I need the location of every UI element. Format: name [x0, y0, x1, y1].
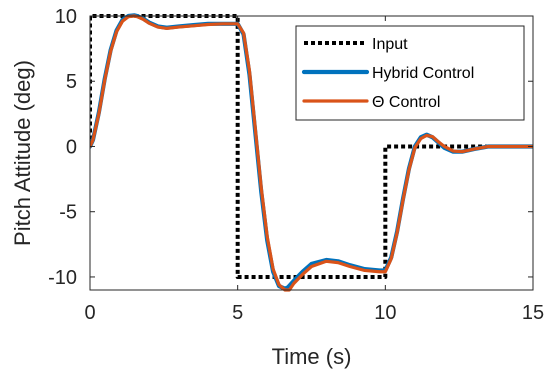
- x-tick-label: 0: [84, 302, 95, 324]
- y-axis-label: Pitch Attitude (deg): [10, 60, 35, 246]
- x-axis-label: Time (s): [272, 344, 352, 369]
- y-tick-label: 5: [66, 71, 77, 93]
- y-tick-label: 10: [55, 6, 77, 28]
- series-line-input: [90, 14, 533, 279]
- y-tick-label: -10: [48, 267, 77, 289]
- legend-label: Input: [372, 36, 408, 53]
- axis-ticks: 0 5 10 15 10 5 0 -5 -10: [48, 6, 544, 324]
- legend-label: Θ Control: [372, 94, 440, 111]
- y-tick-label: -5: [59, 202, 77, 224]
- legend-item: Hybrid Control: [301, 65, 474, 82]
- legend: Input Hybrid Control Θ Control: [295, 25, 525, 121]
- legend-label: Hybrid Control: [372, 65, 474, 82]
- legend-item: Input: [304, 36, 408, 53]
- plot-area-frame: [89, 15, 534, 291]
- x-tick-label: 10: [374, 302, 396, 324]
- legend-item: Θ Control: [302, 94, 440, 111]
- x-tick-label: 5: [232, 302, 243, 324]
- x-tick-label: 15: [522, 302, 544, 324]
- y-tick-label: 0: [66, 136, 77, 158]
